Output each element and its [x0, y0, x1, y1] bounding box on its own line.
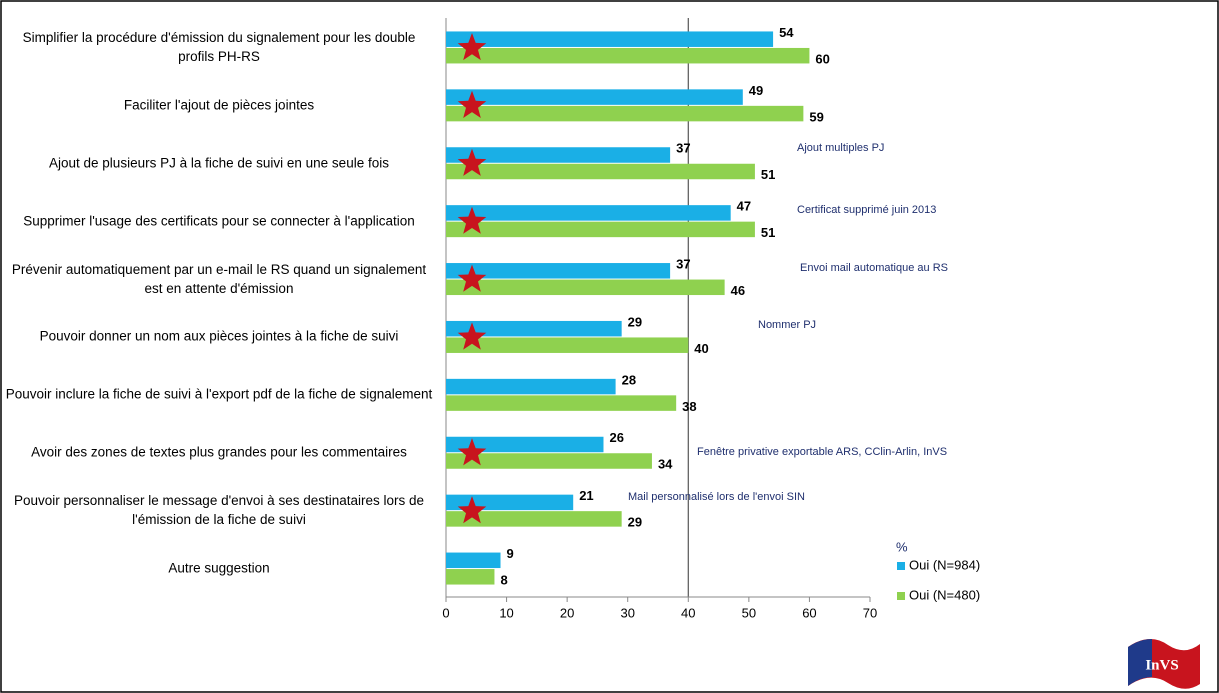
x-tick-label: 70	[863, 605, 877, 620]
x-tick-label: 40	[681, 605, 695, 620]
bar	[446, 552, 501, 569]
star-icon	[457, 206, 487, 234]
star-icon	[457, 148, 487, 176]
legend-swatch	[897, 592, 905, 600]
x-tick-label: 20	[560, 605, 574, 620]
bar	[446, 263, 671, 279]
value-label: 51	[761, 167, 775, 182]
bar	[446, 105, 804, 122]
x-tick-label: 10	[499, 605, 513, 620]
bar	[446, 47, 810, 64]
star-icon	[457, 496, 487, 524]
category-label: Avoir des zones de textes plus grandes p…	[31, 444, 407, 460]
annotation: Fenêtre privative exportable ARS, CClin-…	[697, 446, 947, 458]
category-label: Simplifier la procédure d'émission du si…	[22, 29, 416, 64]
value-label: 34	[658, 457, 673, 472]
x-tick-label: 0	[442, 605, 449, 620]
star-icon	[457, 264, 487, 292]
bar	[446, 205, 731, 221]
category-label: Ajout de plusieurs PJ à la fiche de suiv…	[49, 155, 389, 171]
star-icon	[457, 438, 487, 466]
x-tick-label: 30	[620, 605, 634, 620]
legend-label: Oui (N=984)	[909, 557, 980, 572]
value-label: 26	[609, 430, 623, 445]
bar	[446, 395, 677, 411]
value-label: 9	[507, 546, 514, 561]
annotation: Certificat supprimé juin 2013	[797, 204, 936, 216]
category-label: Pouvoir personnaliser le message d'envoi…	[13, 493, 425, 528]
value-label: 28	[622, 372, 636, 387]
value-label: 46	[731, 283, 745, 298]
x-tick-label: 60	[802, 605, 816, 620]
category-label: Autre suggestion	[168, 560, 270, 576]
value-label: 59	[809, 109, 823, 124]
value-label: 29	[628, 314, 642, 329]
category-label: Prévenir automatiquement par un e-mail l…	[11, 261, 427, 296]
annotation: Nommer PJ	[758, 319, 816, 331]
star-icon	[457, 90, 487, 118]
category-label: Supprimer l'usage des certificats pour s…	[23, 213, 415, 229]
value-label: 49	[749, 83, 763, 98]
bar	[446, 221, 755, 238]
value-label: 51	[761, 225, 775, 240]
category-label: Pouvoir inclure la fiche de suivi à l'ex…	[5, 386, 433, 402]
value-label: 29	[628, 515, 642, 530]
bar	[446, 147, 671, 163]
bar	[446, 378, 616, 395]
legend-label: Oui (N=480)	[909, 587, 980, 602]
bar	[446, 320, 622, 337]
bar	[446, 337, 689, 353]
value-label: 8	[500, 572, 507, 587]
value-label: 38	[682, 399, 696, 414]
bar	[446, 163, 755, 180]
bar	[446, 569, 495, 585]
star-icon	[457, 322, 487, 350]
x-tick-label: 50	[742, 605, 756, 620]
bar	[446, 436, 604, 453]
value-label: 60	[815, 51, 829, 66]
legend-swatch	[897, 562, 905, 570]
value-label: 40	[694, 341, 708, 356]
bar	[446, 511, 622, 527]
category-label: Pouvoir donner un nom aux pièces jointes…	[39, 328, 399, 344]
star-icon	[457, 33, 487, 61]
logo-flag-blue	[1128, 639, 1152, 686]
value-label: 37	[676, 141, 690, 156]
annotation: Mail personnalisé lors de l'envoi SIN	[628, 491, 805, 503]
category-label: Faciliter l'ajout de pièces jointes	[123, 97, 315, 113]
value-label: 54	[779, 25, 794, 40]
annotation: Envoi mail automatique au RS	[800, 262, 948, 274]
annotation: Ajout multiples PJ	[797, 142, 884, 154]
value-label: 47	[737, 199, 751, 214]
bar	[446, 279, 725, 296]
legend-title: %	[896, 539, 908, 554]
bar	[446, 31, 774, 47]
logo-text: InVS	[1145, 657, 1178, 673]
value-label: 37	[676, 256, 690, 271]
bar	[446, 89, 743, 105]
value-label: 21	[579, 488, 593, 503]
bar	[446, 453, 652, 469]
